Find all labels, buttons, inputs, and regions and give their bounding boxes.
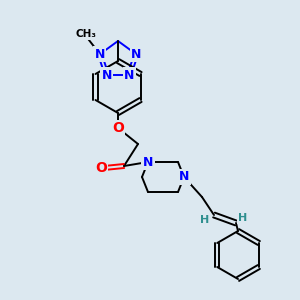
Text: CH₃: CH₃ [75, 29, 96, 39]
Text: H: H [238, 213, 247, 223]
Text: N: N [102, 69, 112, 82]
Text: H: H [200, 215, 210, 225]
Text: N: N [131, 48, 141, 61]
Text: O: O [112, 121, 124, 135]
Text: N: N [143, 155, 153, 169]
Text: N: N [179, 170, 189, 184]
Text: N: N [143, 155, 153, 169]
Text: N: N [124, 69, 134, 82]
Text: O: O [95, 161, 107, 175]
Text: N: N [95, 48, 105, 61]
